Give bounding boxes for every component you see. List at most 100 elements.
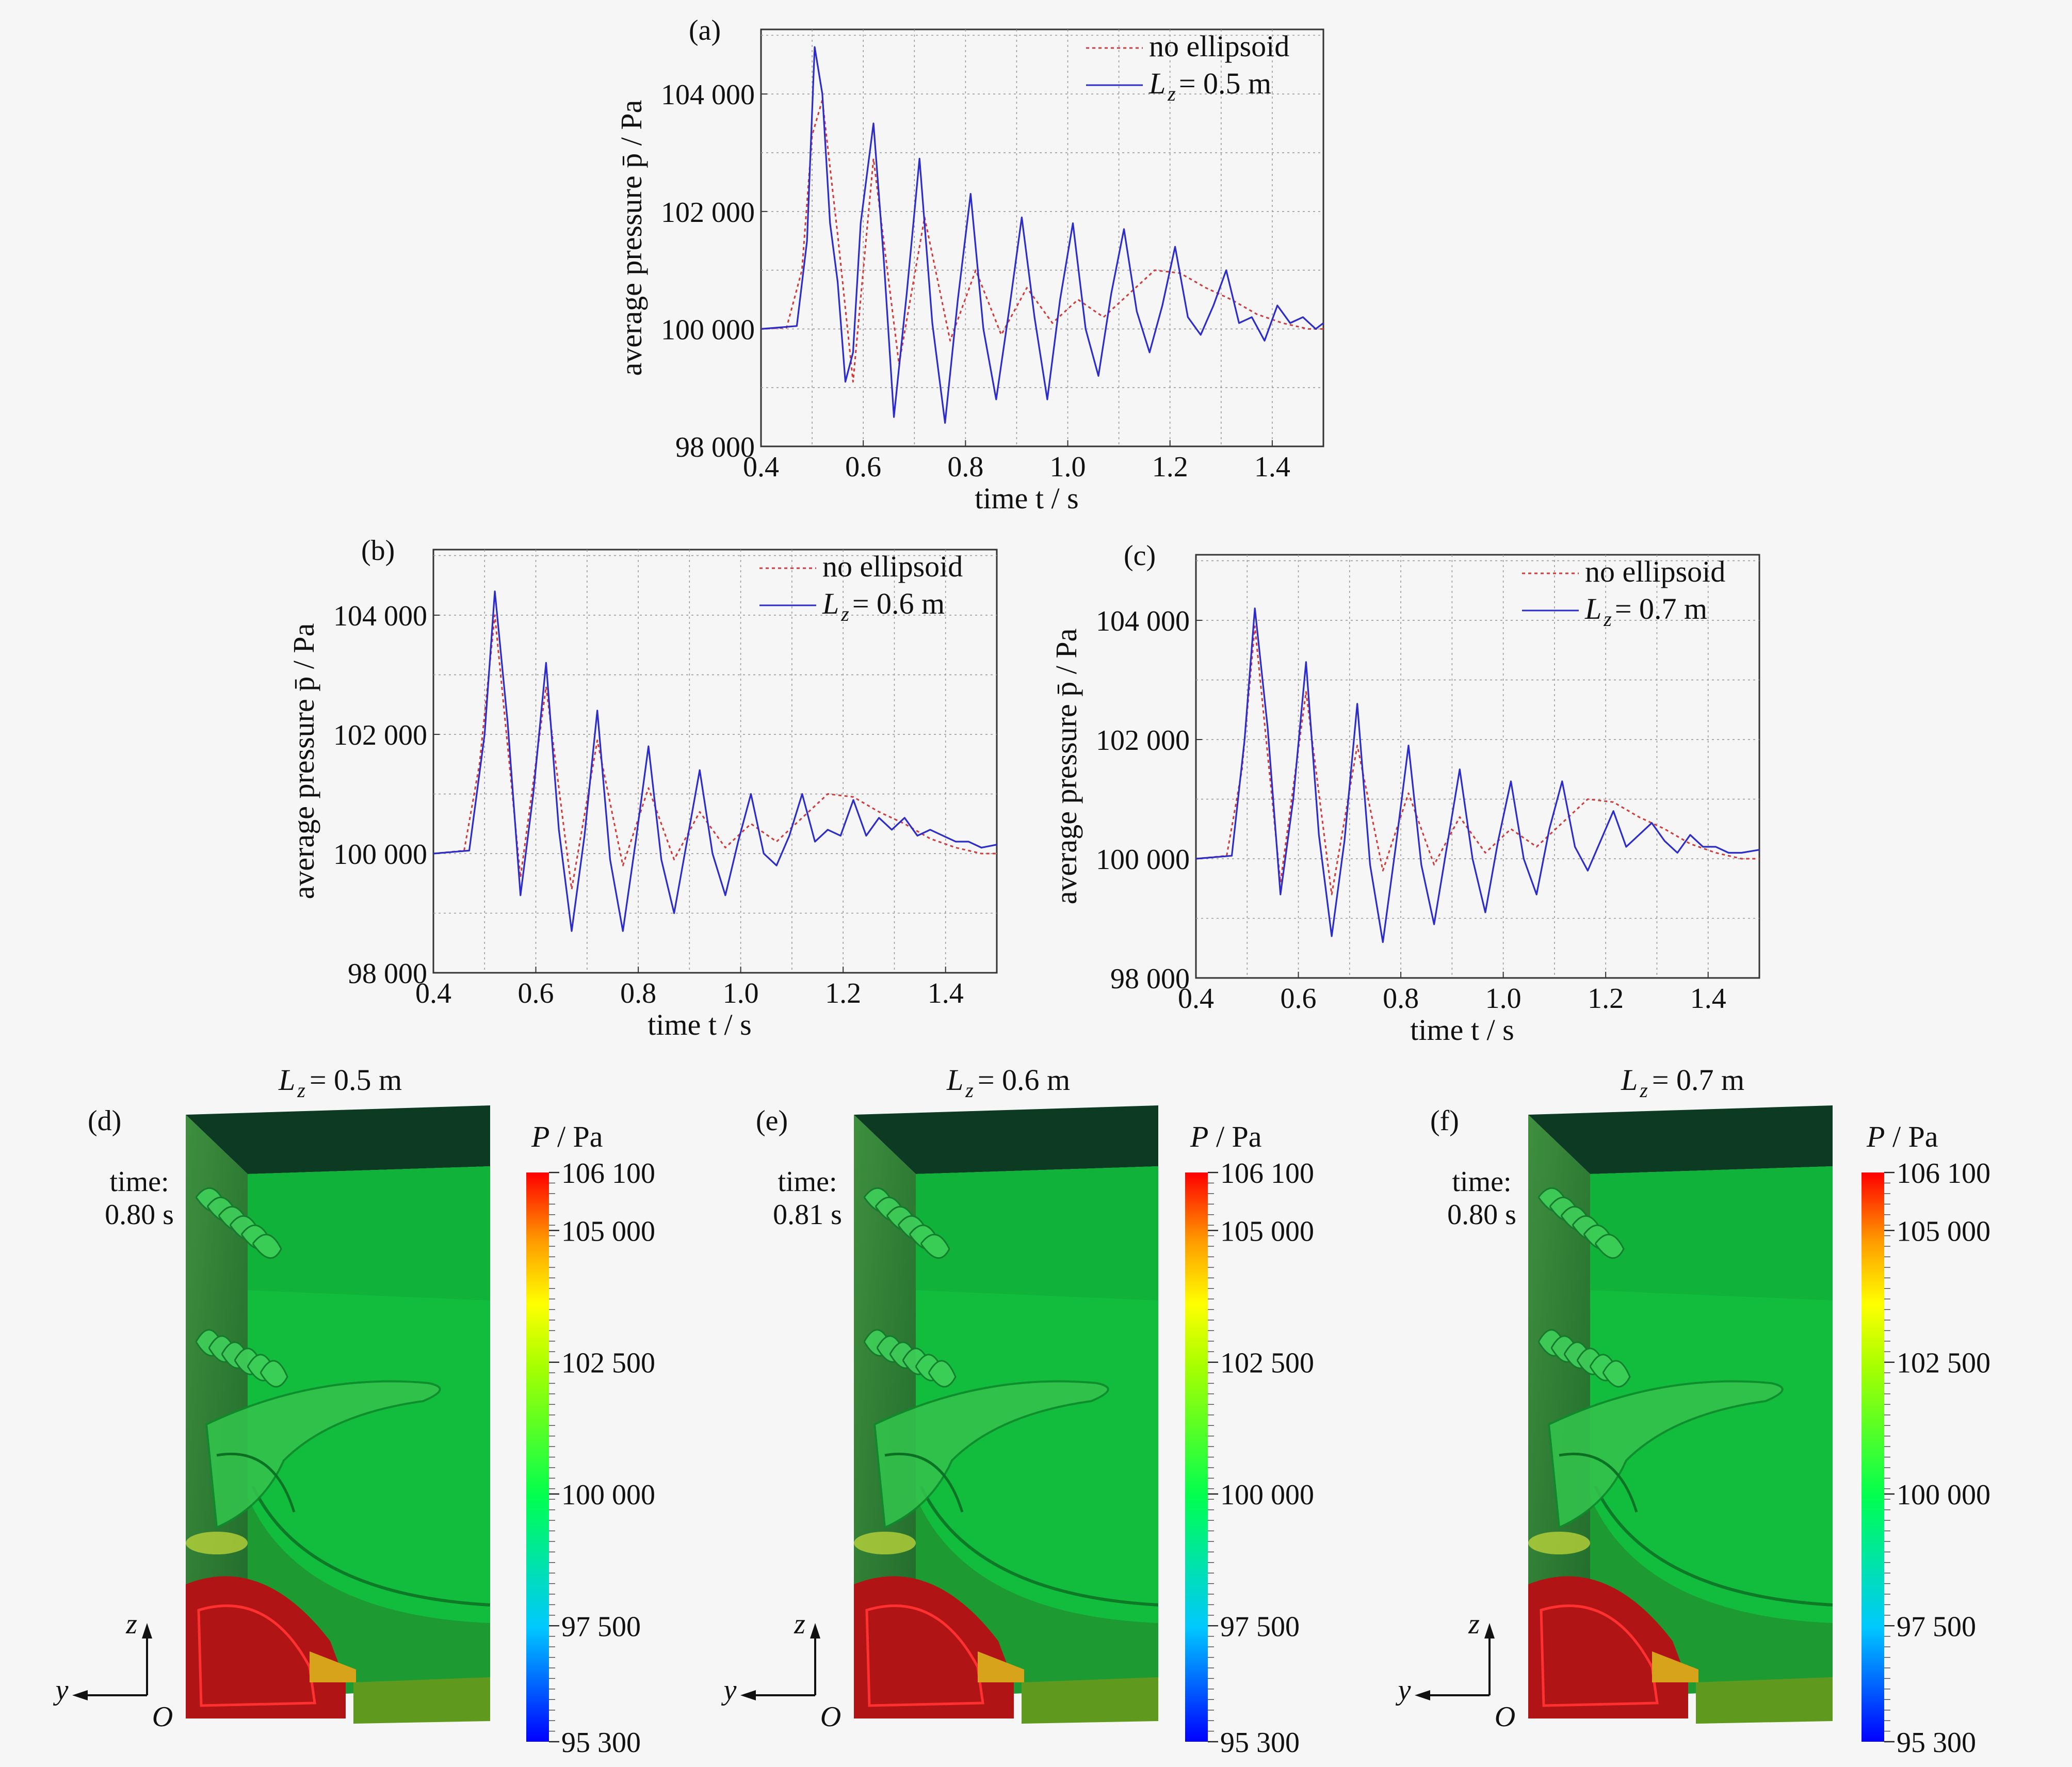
time-value: 0.80 s	[1447, 1199, 1516, 1231]
colorbar-tick-label: 105 000	[561, 1215, 655, 1247]
series-ellipsoid-line	[760, 46, 1324, 424]
axis-origin-label: O	[1495, 1701, 1515, 1733]
y-tick-label: 102 000	[661, 197, 755, 229]
flow-field-render	[854, 1105, 1159, 1724]
y-axis-label: average pressure p̄ / Pa	[614, 100, 648, 376]
colorbar-tick-label: 106 100	[1897, 1158, 1990, 1190]
colorbar-title: P / Pa	[1190, 1120, 1262, 1153]
plot-area	[760, 28, 1324, 447]
time-label: time:	[1452, 1166, 1511, 1198]
y-tick-label: 98 000	[1110, 963, 1190, 995]
panel-label: (e)	[756, 1105, 788, 1137]
x-tick-label: 1.2	[825, 977, 861, 1009]
x-tick-label: 1.0	[1050, 451, 1086, 483]
colorbar-gradient	[526, 1172, 549, 1742]
x-tick-label: 0.4	[415, 977, 451, 1009]
axis-z-label: z	[1468, 1608, 1480, 1640]
colorbar-gradient	[1185, 1172, 1208, 1742]
y-tick-label: 100 000	[661, 314, 755, 346]
panel-label: (b)	[361, 535, 395, 567]
colorbar: P / Pa 106 100 105 000 102 500 100 000 97 500…	[1861, 1120, 1990, 1759]
axis-z-label: z	[794, 1608, 805, 1640]
y-axis-label: average pressure p̄ / Pa	[287, 623, 320, 899]
legend: no ellipsoid L z = 0.7 m	[1522, 555, 1725, 631]
x-axis-label: time t / s	[1410, 1013, 1514, 1047]
colorbar-gradient	[1861, 1172, 1884, 1742]
colorbar-tick-label: 105 000	[1220, 1215, 1314, 1247]
time-label: time:	[778, 1166, 837, 1198]
legend: no ellipsoid L z = 0.6 m	[759, 550, 963, 625]
x-axis-label: time t / s	[648, 1008, 751, 1041]
y-tick-label: 104 000	[333, 600, 427, 632]
plot-area	[432, 549, 998, 974]
colorbar-tick-label: 102 500	[1220, 1347, 1314, 1379]
axis-origin-label: O	[820, 1701, 841, 1733]
chart-0: 0.4 0.6 0.8 1.0 1.2 1.4 98 000 100 000 102 000 10…	[614, 14, 1324, 515]
flow-field-render	[186, 1105, 491, 1724]
colorbar-tick-label: 97 500	[1220, 1611, 1300, 1643]
x-tick-label: 0.6	[845, 451, 881, 483]
colorbar: P / Pa 106 100 105 000 102 500 100 000 97 500…	[526, 1120, 655, 1759]
colorbar-tick-label: 100 000	[1220, 1479, 1314, 1511]
colorbar-tick-label: 105 000	[1897, 1215, 1990, 1247]
colorbar-tick-label: 102 500	[561, 1347, 655, 1379]
axis-triad: z y O	[53, 1608, 173, 1733]
axis-triad: z y O	[721, 1608, 841, 1733]
panel-label: (a)	[689, 14, 721, 46]
axis-y-label: y	[53, 1674, 69, 1706]
x-tick-label: 0.8	[947, 451, 983, 483]
y-tick-label: 100 000	[1096, 844, 1190, 876]
charts-group: 0.4 0.6 0.8 1.0 1.2 1.4 98 000 100 000 102 000 10…	[287, 14, 1760, 1047]
series-ellipsoid-line	[1195, 607, 1760, 943]
y-axis-label: average pressure p̄ / Pa	[1049, 629, 1083, 905]
x-axis-label: time t / s	[975, 481, 1078, 515]
x-tick-label: 1.2	[1152, 451, 1188, 483]
x-tick-label: 0.4	[1178, 983, 1214, 1015]
axis-triad: z y O	[1396, 1608, 1516, 1733]
axis-y-label: y	[1396, 1674, 1411, 1706]
colorbar-title: P / Pa	[531, 1120, 603, 1153]
colorbar-tick-label: 95 300	[561, 1727, 641, 1759]
chart-2: 0.4 0.6 0.8 1.0 1.2 1.4 98 000 100 000 102 000 10…	[1049, 540, 1760, 1047]
colorbar-title: P / Pa	[1866, 1120, 1938, 1153]
series-no-ellipsoid-line	[760, 99, 1323, 383]
legend-label-no-ellipsoid: no ellipsoid	[1585, 555, 1725, 588]
legend-label-no-ellipsoid: no ellipsoid	[1149, 29, 1289, 63]
y-tick-label: 98 000	[675, 431, 755, 463]
x-tick-label: 1.4	[1690, 983, 1726, 1015]
colorbar-tick-label: 106 100	[561, 1158, 655, 1190]
colorbar-tick-label: 97 500	[1897, 1611, 1976, 1643]
x-tick-label: 1.2	[1588, 983, 1624, 1015]
y-tick-label: 104 000	[1096, 605, 1190, 637]
x-tick-label: 0.6	[1281, 983, 1317, 1015]
y-tick-label: 98 000	[348, 958, 427, 990]
panel-label: (f)	[1430, 1105, 1459, 1137]
colorbar-tick-label: 97 500	[561, 1611, 641, 1643]
x-tick-label: 0.8	[1383, 983, 1419, 1015]
colorbar-tick-label: 106 100	[1220, 1158, 1314, 1190]
legend-label-no-ellipsoid: no ellipsoid	[822, 550, 963, 583]
time-value: 0.81 s	[773, 1199, 842, 1231]
x-tick-label: 0.8	[620, 977, 656, 1009]
colorbar-tick-label: 95 300	[1897, 1727, 1976, 1759]
legend: no ellipsoid L z = 0.5 m	[1086, 29, 1289, 105]
series-ellipsoid-line	[433, 590, 997, 932]
flow-field-render	[1528, 1105, 1833, 1724]
plot-area	[1195, 554, 1760, 979]
y-tick-label: 102 000	[333, 719, 427, 751]
time-label: time:	[109, 1166, 169, 1198]
time-value: 0.80 s	[105, 1199, 174, 1231]
colorbar-tick-label: 100 000	[561, 1479, 655, 1511]
y-tick-label: 102 000	[1096, 725, 1190, 757]
panel-label: (c)	[1124, 540, 1156, 572]
